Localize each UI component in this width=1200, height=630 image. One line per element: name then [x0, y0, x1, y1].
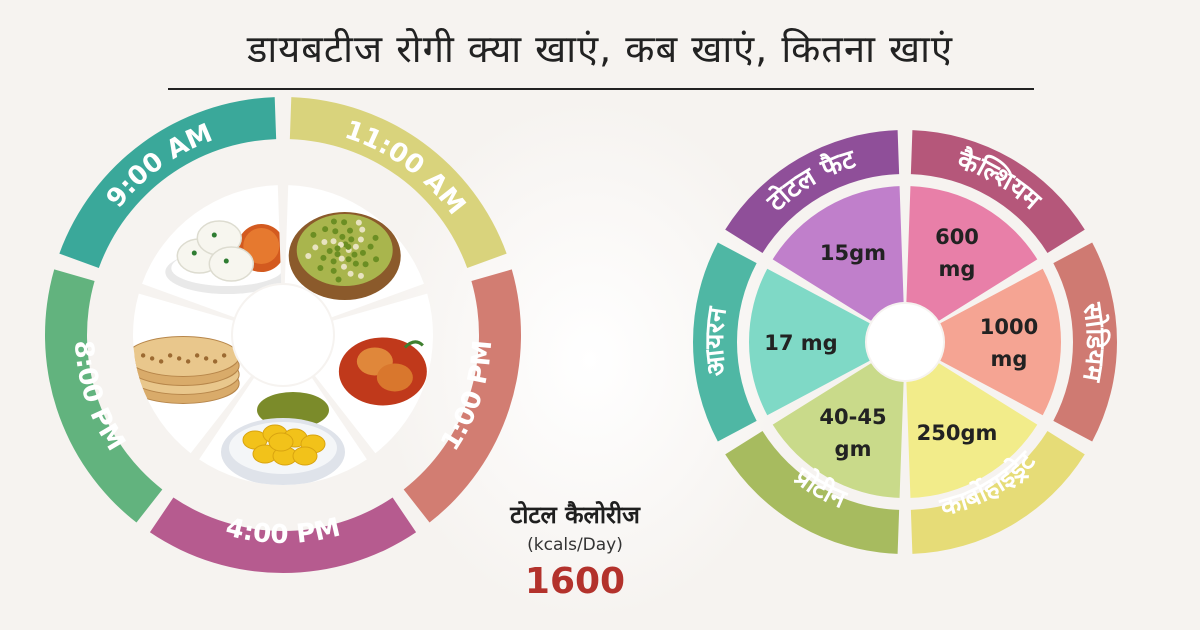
nutrient-value-label: 600: [935, 225, 979, 249]
nutrient-outer-segment: [693, 242, 757, 442]
meal-wheel-hub: [233, 285, 333, 385]
nutrient-name-label: सोडियम: [1076, 300, 1111, 385]
calories-unit: (kcals/Day): [527, 535, 623, 555]
meal-time-segment: [44, 269, 163, 523]
page-title: डायबटीज रोगी क्या खाएं, कब खाएं, कितना ख…: [247, 27, 953, 71]
nutrient-value-label: gm: [835, 437, 872, 461]
nutrient-outer-segment: [910, 130, 1085, 253]
meal-time-segment: [289, 97, 507, 268]
title-divider: [168, 88, 1034, 90]
nutrient-outer-segment: [725, 130, 900, 253]
idli-sambar-icon: [165, 220, 282, 295]
nutrient-inner-segment: [940, 268, 1062, 416]
nutrient-value-label: mg: [991, 347, 1028, 371]
calories-label: टोटल कैलोरीज: [510, 501, 640, 529]
nutrient-inner-segment: [772, 186, 904, 321]
chapati-icon: [133, 335, 240, 404]
sprouts-bowl-icon: [288, 212, 401, 301]
nutrient-value-label: mg: [939, 257, 976, 281]
meal-time-segment: [403, 269, 521, 523]
nutrient-value-label: 250gm: [917, 421, 998, 445]
nutrient-wheel: कैल्शियम600mgसोडियम1000mgकार्बोहाइड्रेट2…: [693, 130, 1118, 554]
nutrient-inner-segment: [906, 186, 1038, 321]
meal-time-segment: [59, 97, 277, 268]
nutrient-wheel-hub: [867, 304, 943, 380]
nutrient-inner-segment: [772, 363, 904, 498]
meal-time-segment: [149, 497, 417, 574]
nutrient-name-label: आयरन: [700, 304, 733, 378]
nutrient-value-label: 40-45: [819, 405, 886, 429]
nutrient-value-label: 17 mg: [764, 331, 837, 355]
jackfruit-icon: [221, 392, 345, 485]
nutrient-outer-segment: [725, 431, 900, 554]
calories-value: 1600: [524, 561, 626, 602]
total-calories: टोटल कैलोरीज (kcals/Day) 1600: [470, 498, 680, 602]
fish-curry-icon: [328, 329, 433, 418]
nutrient-inner-segment: [906, 363, 1038, 498]
nutrient-inner-segment: [748, 268, 870, 416]
nutrient-outer-segment: [1053, 242, 1118, 442]
nutrient-value-label: 1000: [980, 315, 1038, 339]
nutrient-outer-segment: [910, 431, 1085, 554]
nutrient-value-label: 15gm: [820, 241, 886, 265]
